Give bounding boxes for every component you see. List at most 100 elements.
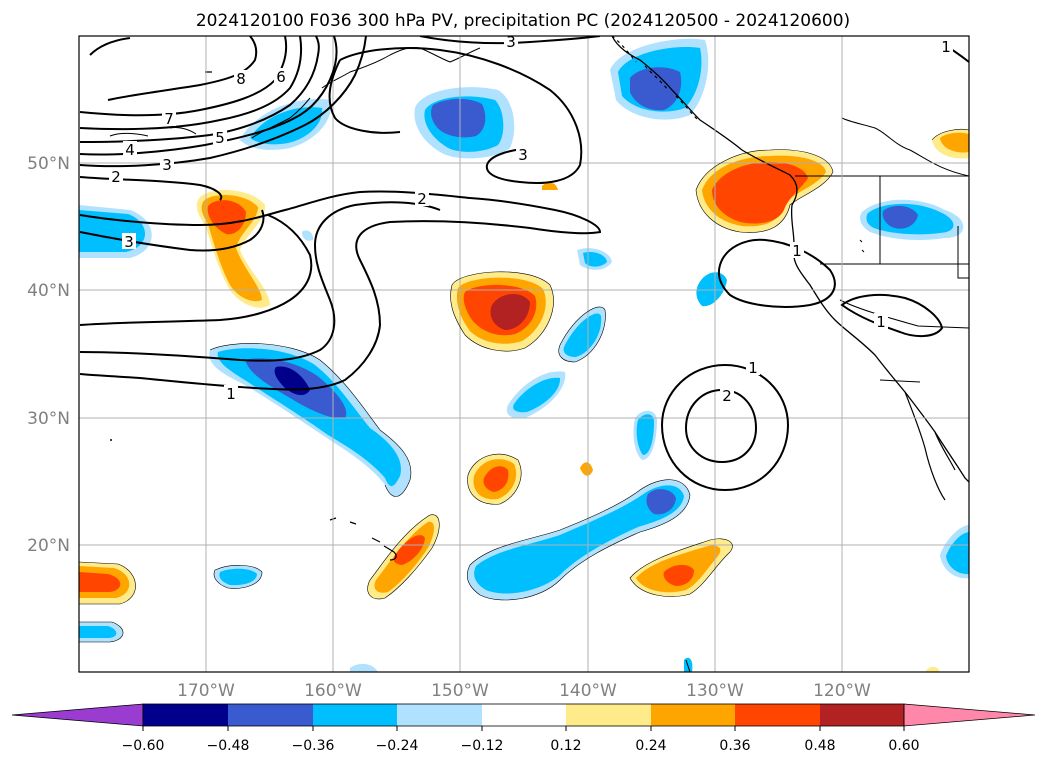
colorbar-tick-label: 0.36 <box>719 738 750 754</box>
precip-blob-positive <box>940 132 969 153</box>
colorbar-segment <box>820 704 904 726</box>
contour-label: 3 <box>518 146 528 164</box>
lon-labels: 170°W 160°W 150°W 140°W 130°W 120°W <box>177 681 871 701</box>
pv-contour-1-main <box>79 201 441 362</box>
pv-contour-3-w <box>79 209 265 252</box>
colorbar-ticks <box>142 726 905 731</box>
precip-blob-positive <box>393 535 425 565</box>
precip-blob-negative <box>630 67 682 111</box>
precip-shading <box>79 38 969 672</box>
colorbar-segment <box>566 704 651 726</box>
colorbar-segment <box>313 704 397 726</box>
contour-label: 2 <box>722 387 732 405</box>
precip-blob-positive <box>580 462 593 476</box>
colorbar: −0.60 −0.48 −0.36 −0.24 −0.12 0.12 0.24 … <box>11 703 1036 754</box>
lat-label: 40°N <box>27 281 70 301</box>
precip-blob-negative <box>882 205 918 229</box>
precip-blob-negative <box>302 230 314 241</box>
pv-contour-3-top <box>419 36 601 45</box>
precip-blob-negative <box>636 414 654 455</box>
contour-label: 2 <box>111 168 121 186</box>
pv-contour-5 <box>79 36 320 143</box>
precip-core-negative <box>274 366 310 396</box>
precip-blob-positive <box>712 162 808 224</box>
pv-contour-6 <box>79 36 303 131</box>
precip-blob-negative <box>350 663 378 672</box>
precip-blob-negative <box>250 107 323 145</box>
pv-contour-2-ring <box>684 388 758 464</box>
precip-band-negative <box>217 348 401 487</box>
precip-blob-negative <box>513 377 561 413</box>
contour-label: 1 <box>792 242 802 260</box>
colorbar-tick-label: 0.60 <box>888 738 919 754</box>
colorbar-segment <box>735 704 820 726</box>
contour-label: 3 <box>162 156 172 174</box>
contour-label: 1 <box>876 313 886 331</box>
pv-contour-thin <box>685 659 691 672</box>
lon-label: 140°W <box>559 681 617 701</box>
lon-label: 160°W <box>304 681 362 701</box>
colorbar-frame <box>142 703 905 727</box>
precip-blob-negative <box>646 489 676 515</box>
colorbar-segment <box>228 704 313 726</box>
lon-label: 130°W <box>686 681 744 701</box>
contour-label: 7 <box>164 110 174 128</box>
pv-contour-3-loop <box>328 47 583 185</box>
colorbar-tick-label: 0.48 <box>804 738 835 754</box>
contour-label: 8 <box>236 70 246 88</box>
precip-blob-positive <box>663 564 694 586</box>
contour-label: 1 <box>941 38 951 56</box>
precip-band-negative <box>474 485 684 594</box>
gridlines <box>79 36 969 672</box>
precip-blob-positive <box>542 182 558 190</box>
lon-label: 120°W <box>813 681 871 701</box>
pv-contour-8-b <box>89 37 131 56</box>
colorbar-tick-label: −0.48 <box>207 738 250 754</box>
figure-title: 2024120100 F036 300 hPa PV, precipitatio… <box>196 11 850 31</box>
lat-label: 50°N <box>27 154 70 174</box>
lat-label: 30°N <box>27 409 70 429</box>
colorbar-tick-label: −0.24 <box>376 738 419 754</box>
precip-blob-negative <box>219 568 257 586</box>
colorbar-tick-label: −0.36 <box>292 738 335 754</box>
contour-label: 3 <box>506 33 516 51</box>
lat-labels: 50°N 40°N 30°N 20°N <box>27 154 70 556</box>
colorbar-tick-label: −0.12 <box>461 738 504 754</box>
pv-contour-8 <box>107 36 258 101</box>
precip-blob-negative <box>583 252 607 267</box>
colorbar-extend-high <box>903 703 1036 727</box>
colorbar-segment <box>397 704 482 726</box>
contour-label: 6 <box>276 68 286 86</box>
precip-blob-positive <box>207 200 246 235</box>
precip-blob-negative <box>431 98 486 138</box>
colorbar-segment <box>143 704 228 726</box>
colorbar-tick-label: 0.12 <box>550 738 581 754</box>
lon-label: 170°W <box>177 681 235 701</box>
colorbar-extend-low <box>11 703 144 727</box>
precip-blob-negative <box>563 313 602 357</box>
pv-contour-7 <box>79 36 288 117</box>
contour-label: 2 <box>417 190 427 208</box>
lat-label: 20°N <box>27 536 70 556</box>
contour-label: 3 <box>124 233 134 251</box>
colorbar-segment <box>482 704 566 726</box>
contour-label: 4 <box>125 141 135 159</box>
pv-contour-4 <box>79 36 338 156</box>
pv-contour-1-ring <box>660 363 790 492</box>
pv-contour-1-east <box>717 238 836 308</box>
colorbar-tick-label: −0.60 <box>122 738 165 754</box>
colorbar-segment <box>651 704 735 726</box>
precip-blob-positive <box>925 666 940 672</box>
colorbar-tick-label: 0.24 <box>635 738 666 754</box>
precip-blob-negative <box>79 626 117 638</box>
contour-label: 1 <box>226 385 236 403</box>
contour-label: 5 <box>215 129 225 147</box>
precip-blob-negative <box>946 532 969 575</box>
precip-blob-positive <box>79 572 121 592</box>
pv-contour-3-nw <box>79 36 367 168</box>
precip-blob-positive <box>483 466 509 492</box>
contour-label: 1 <box>748 359 758 377</box>
precip-core-positive <box>490 294 530 330</box>
map-area: 3 8 6 7 5 4 3 2 3 2 3 1 1 1 <box>79 33 969 672</box>
